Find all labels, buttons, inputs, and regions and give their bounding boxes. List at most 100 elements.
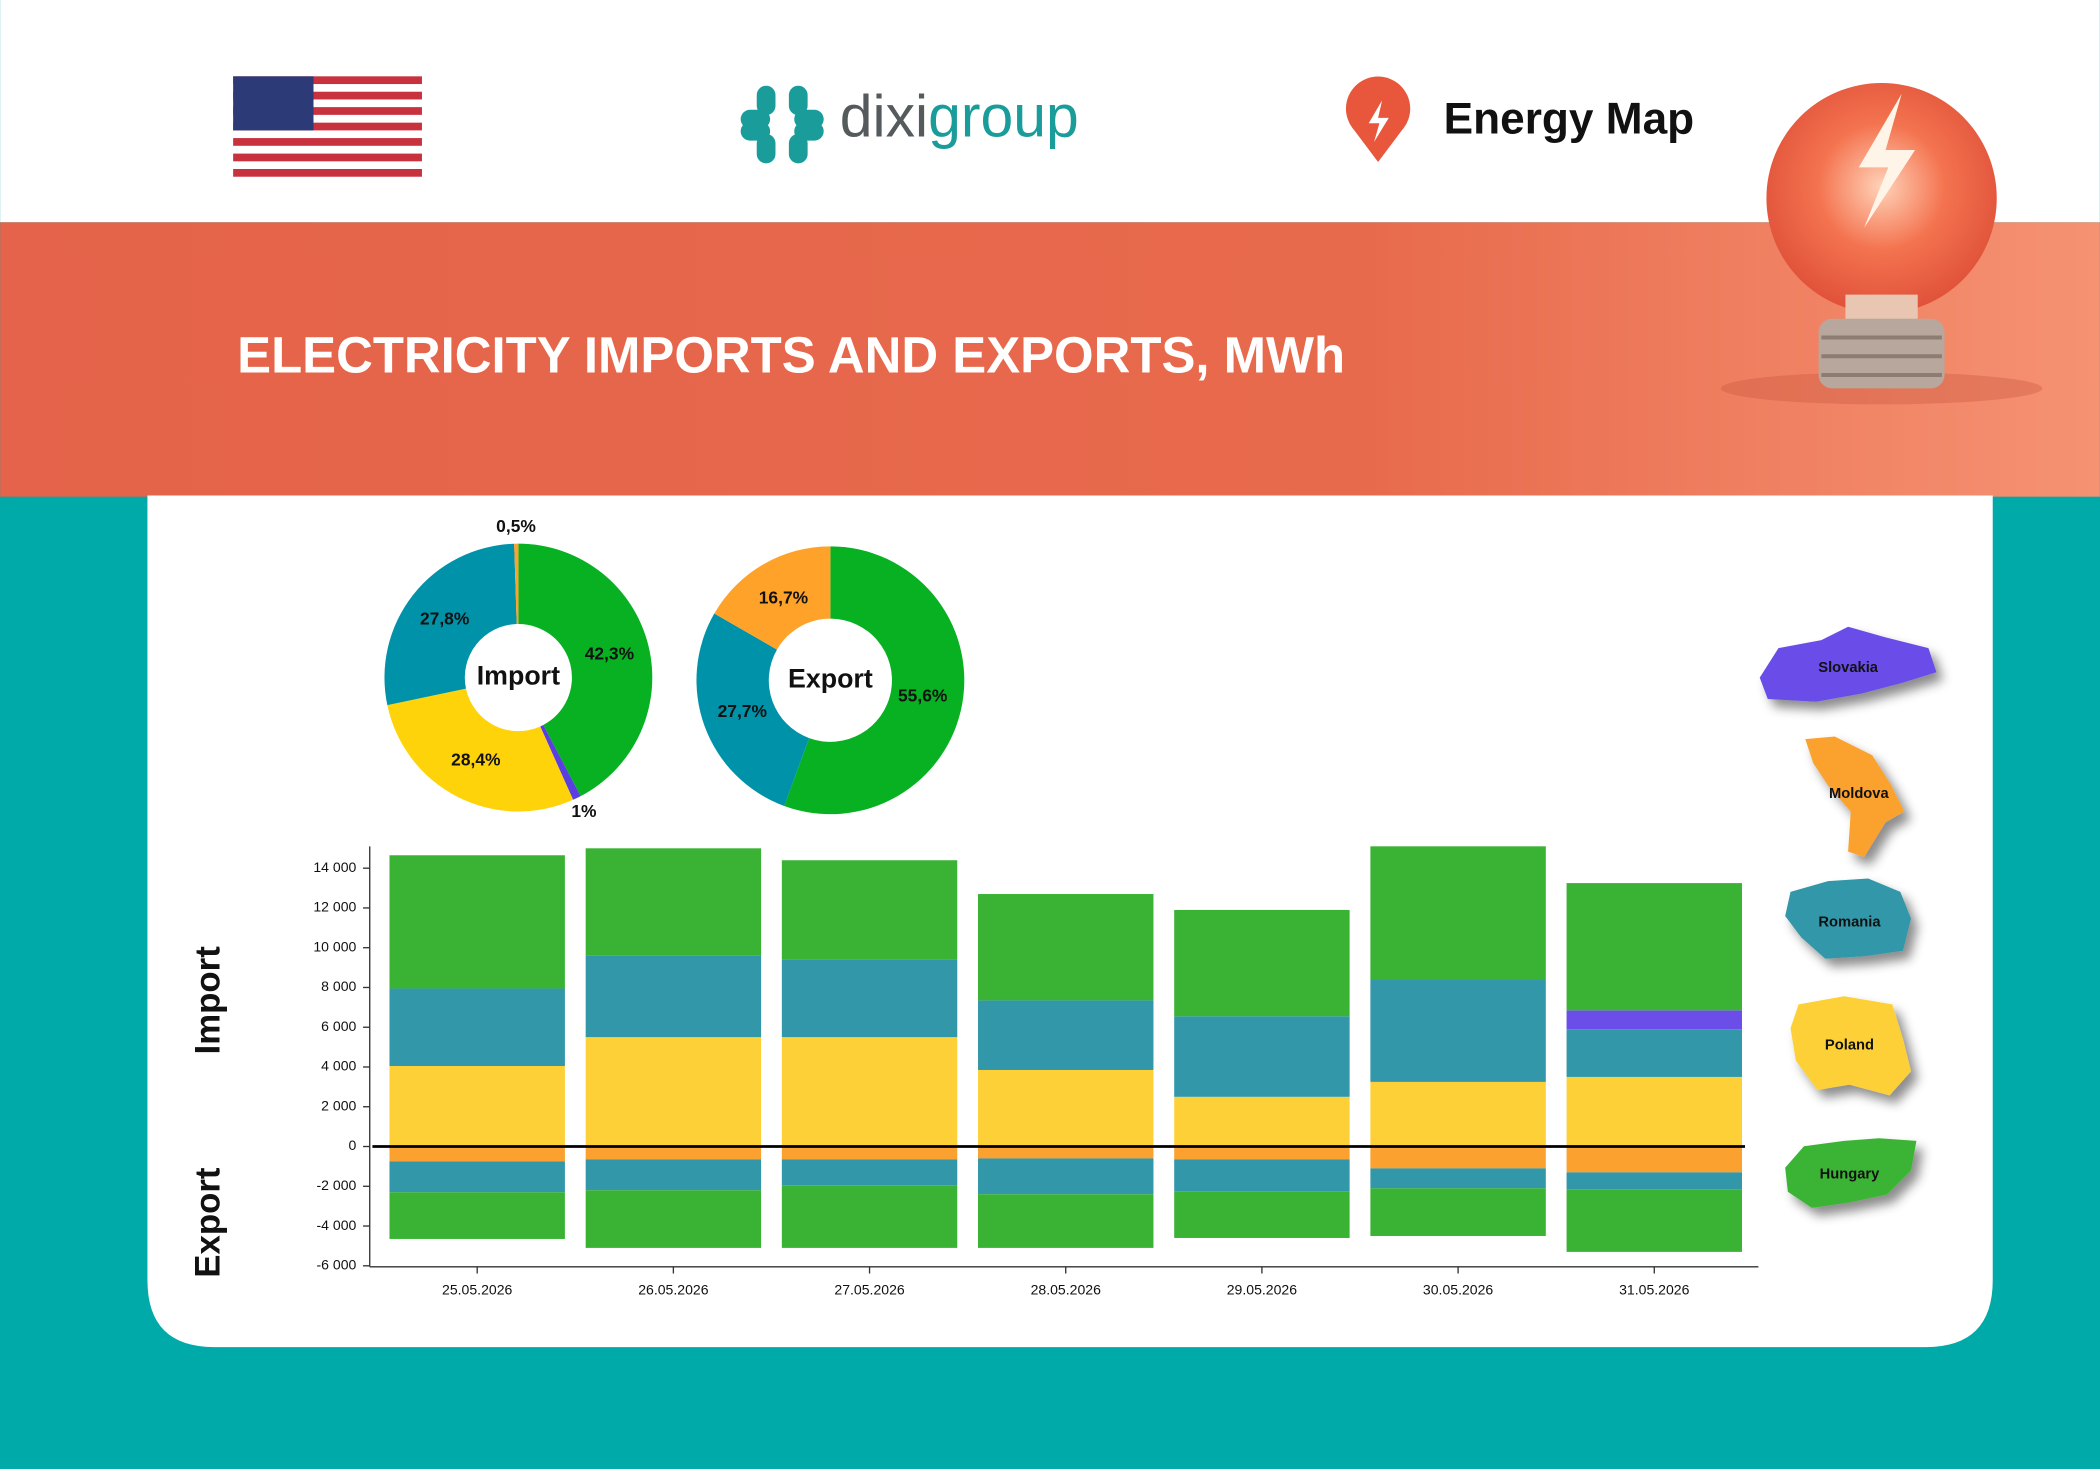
- bar-segment: [1370, 1081, 1546, 1147]
- legend-label: Moldova: [1829, 786, 1890, 802]
- bar-segment: [1566, 1172, 1742, 1190]
- bar-segment: [585, 1146, 762, 1160]
- bar-segment: [1370, 846, 1546, 980]
- legend-swatch: [1785, 1138, 1917, 1208]
- slice-label: 16,7%: [759, 588, 808, 608]
- donut-slice: [384, 543, 517, 706]
- y-tick-label: 4 000: [321, 1058, 356, 1074]
- bar-segment: [1566, 883, 1742, 1011]
- dixigroup-logo[interactable]: dixigroup: [740, 84, 1079, 164]
- flag-stripes: [233, 76, 422, 177]
- x-tick-label: 26.05.2026: [638, 1282, 708, 1298]
- y-tick-label: -6 000: [316, 1257, 356, 1273]
- bar-segment: [1566, 1189, 1742, 1252]
- legend-label: Hungary: [1820, 1166, 1881, 1182]
- legend-swatch: [1759, 626, 1937, 702]
- title-band: [0, 222, 2100, 497]
- bar-segment: [978, 1158, 1154, 1195]
- x-tick-label: 28.05.2026: [1031, 1282, 1101, 1298]
- bar-segment: [978, 1069, 1154, 1147]
- bar-segment: [1566, 1029, 1742, 1077]
- page-title: ELECTRICITY IMPORTS AND EXPORTS, MWh: [237, 326, 1345, 383]
- bar-segment: [389, 1065, 565, 1147]
- donut-slice: [514, 543, 519, 625]
- bar-segment: [781, 860, 958, 960]
- bar-segment: [781, 1159, 958, 1186]
- slice-label: 55,6%: [898, 685, 947, 705]
- bar-segment: [389, 855, 565, 989]
- bar-segment: [781, 1185, 958, 1248]
- brand-name: Energy Map: [1444, 95, 1694, 144]
- bar-segment: [1566, 1010, 1742, 1030]
- bar-segment: [1174, 1191, 1350, 1238]
- bar-segment: [1174, 909, 1350, 1017]
- bar-segment: [978, 1000, 1154, 1070]
- bar-segment: [389, 1161, 565, 1193]
- y-tick-label: 10 000: [313, 938, 356, 954]
- bar-segment: [1370, 1188, 1546, 1236]
- legend-item[interactable]: Moldova: [1805, 736, 1905, 858]
- slice-label: 27,8%: [420, 608, 469, 628]
- bar-segment: [1566, 1076, 1742, 1147]
- y-tick-label: 12 000: [313, 899, 356, 915]
- x-tick-label: 29.05.2026: [1227, 1282, 1297, 1298]
- bar-segment: [1174, 1159, 1350, 1192]
- legend-item[interactable]: Romania: [1785, 878, 1912, 959]
- bar-segment: [781, 1146, 958, 1160]
- energy-map-brand[interactable]: Energy Map: [1345, 76, 1694, 163]
- bar-segment: [585, 848, 762, 956]
- brand-bolt: [1368, 100, 1389, 142]
- flag-canton: [233, 76, 314, 131]
- bar-segment: [585, 1159, 762, 1191]
- slice-label: 42,3%: [585, 644, 634, 664]
- donut-slice: [387, 688, 574, 812]
- donut-slice: [714, 546, 831, 650]
- donut-title: Import: [477, 661, 560, 691]
- x-tick-label: 31.05.2026: [1619, 1282, 1689, 1298]
- slice-label: 27,7%: [718, 701, 767, 721]
- bar-segment: [1566, 1146, 1742, 1173]
- slice-label: 0,5%: [496, 516, 536, 536]
- bar-segment: [1174, 1146, 1350, 1160]
- bar-segment: [585, 1190, 762, 1248]
- bar-segment: [978, 1146, 1154, 1159]
- legend-item[interactable]: Poland: [1790, 996, 1912, 1096]
- x-tick-label: 25.05.2026: [442, 1282, 512, 1298]
- legend-item[interactable]: Slovakia: [1759, 626, 1937, 702]
- y-tick-label: -2 000: [316, 1177, 356, 1193]
- flag[interactable]: [233, 76, 422, 177]
- legend-label: Poland: [1825, 1038, 1874, 1054]
- x-tick-label: 30.05.2026: [1423, 1282, 1493, 1298]
- export-label: Export: [189, 1167, 228, 1278]
- y-tick-label: 0: [349, 1137, 357, 1153]
- y-tick-label: 2 000: [321, 1097, 356, 1113]
- bulb-decoration: [1720, 83, 2043, 405]
- charts: 42,3% 1% 28,4% 27,8% 0,5% Import 55,6% 27,7% 16,…: [189, 516, 1937, 1298]
- y-tick-label: 8 000: [321, 978, 356, 994]
- legend-swatch: [1805, 736, 1905, 858]
- legend-swatch: [1785, 878, 1912, 959]
- y-tick-label: 14 000: [313, 859, 356, 875]
- slice-label: 1%: [571, 801, 596, 821]
- bar-segment: [1370, 979, 1546, 1082]
- import-label: Import: [189, 946, 228, 1055]
- bar-segment: [389, 1146, 565, 1162]
- bar-segment: [585, 1037, 762, 1147]
- slice-label: 28,4%: [451, 750, 500, 770]
- bar-segment: [781, 1037, 958, 1147]
- legend-label: Romania: [1818, 915, 1881, 931]
- donut-slice: [540, 725, 581, 800]
- donut-slice: [784, 546, 965, 815]
- bar-segment: [1174, 1016, 1350, 1097]
- legend-label: Slovakia: [1818, 660, 1879, 676]
- bar-segment: [1370, 1168, 1546, 1189]
- bar-segment: [1174, 1096, 1350, 1147]
- bar-segment: [978, 1194, 1154, 1248]
- logo-text: dixigroup: [840, 84, 1079, 149]
- x-tick-label: 27.05.2026: [834, 1282, 904, 1298]
- bar-segment: [1370, 1146, 1546, 1169]
- legend-swatch: [1790, 996, 1912, 1096]
- legend-item[interactable]: Hungary: [1785, 1138, 1917, 1208]
